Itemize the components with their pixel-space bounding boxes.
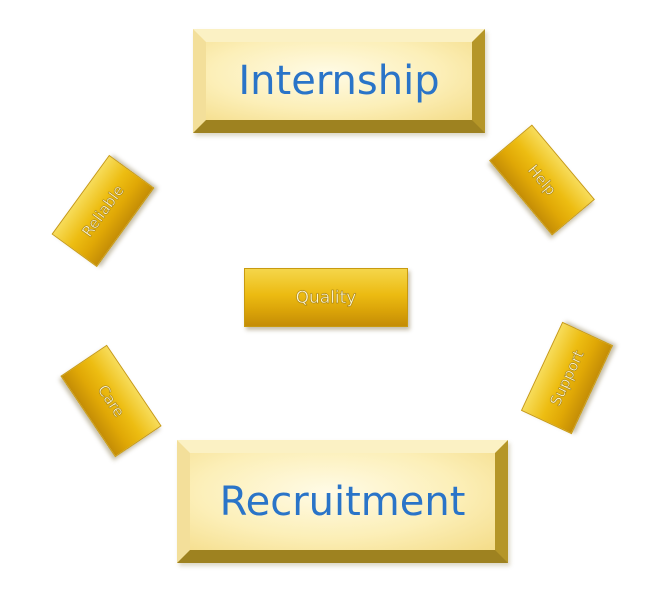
reliable-label: Reliable — [78, 181, 128, 241]
support-tag: Support — [520, 321, 614, 435]
recruitment-label: Recruitment — [219, 478, 466, 525]
support-label: Support — [546, 347, 588, 409]
help-tag: Help — [489, 124, 595, 236]
quality-label: Quality — [295, 287, 357, 308]
care-tag: Care — [60, 344, 162, 458]
quality-tag: Quality — [244, 268, 408, 327]
recruitment-box: Recruitment — [177, 440, 508, 563]
help-label: Help — [524, 161, 560, 199]
internship-label: Internship — [238, 58, 440, 104]
internship-box: Internship — [193, 29, 485, 133]
care-label: Care — [93, 381, 129, 421]
reliable-tag: Reliable — [51, 154, 155, 268]
